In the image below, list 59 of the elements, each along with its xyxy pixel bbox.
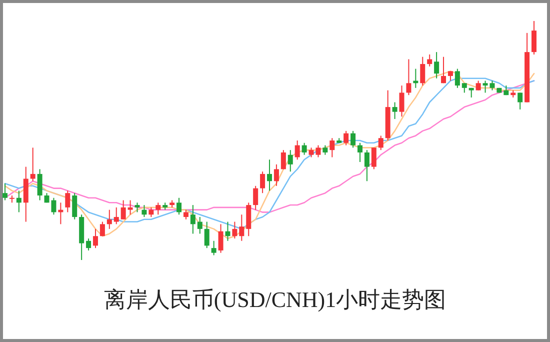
candlestick: [294, 140, 300, 160]
candlestick: [378, 135, 384, 151]
candlestick: [92, 228, 98, 249]
candlestick: [441, 56, 446, 84]
candlestick: [288, 150, 293, 172]
candlestick: [274, 164, 279, 186]
candlestick: [246, 202, 252, 237]
candlestick: [239, 214, 244, 242]
candlestick: [518, 92, 523, 110]
candlestick: [462, 82, 467, 94]
candlestick: [399, 85, 404, 118]
candlestick: [142, 204, 147, 218]
candlestick: [454, 68, 460, 88]
candlestick: [253, 185, 258, 210]
candlestick: [302, 142, 307, 156]
candlestick: [322, 144, 328, 156]
candlestick: [357, 142, 362, 163]
candlestick: [260, 171, 266, 194]
candlestick: [532, 20, 536, 55]
candlestick: [427, 54, 432, 67]
candlestick: [72, 192, 78, 220]
candlestick: [148, 206, 154, 218]
candlestick: [86, 238, 92, 251]
candlestick: [218, 224, 224, 254]
candlestick: [183, 209, 188, 220]
candlestick: [106, 209, 112, 230]
candlestick: [120, 200, 126, 220]
candlestick: [350, 130, 356, 148]
candlestick: [100, 221, 105, 237]
candlestick: [128, 200, 133, 216]
candlestick: [232, 221, 238, 239]
candlestick: [267, 159, 272, 192]
candlestick: [37, 168, 42, 201]
candlestick: [16, 190, 22, 213]
candlestick: [134, 202, 140, 213]
candlestick: [211, 240, 216, 256]
candlestick: [280, 150, 286, 170]
candlestick: [23, 166, 28, 222]
candlestick: [448, 70, 453, 82]
candlestick: [364, 150, 370, 182]
candlestick: [156, 202, 161, 216]
candlestick: [371, 147, 376, 170]
text: 离岸人民币(USD/CNH)1小时走势图: [104, 287, 446, 312]
candlestick: [225, 221, 230, 242]
candlestick: [330, 138, 335, 158]
candlestick: [114, 206, 119, 225]
candlestick: [344, 130, 349, 146]
candlestick: [392, 102, 398, 120]
candlestick: [204, 221, 210, 249]
candlestick: [434, 52, 440, 79]
candlestick: [65, 190, 70, 213]
candlestick: [30, 147, 36, 182]
candlestick: [2, 183, 8, 201]
candlestick: [420, 56, 426, 86]
candlestick: [406, 58, 412, 96]
candlestick: [197, 216, 202, 234]
candlestick: [476, 80, 481, 91]
candlestick: [176, 197, 182, 216]
candlestick: [190, 204, 196, 234]
